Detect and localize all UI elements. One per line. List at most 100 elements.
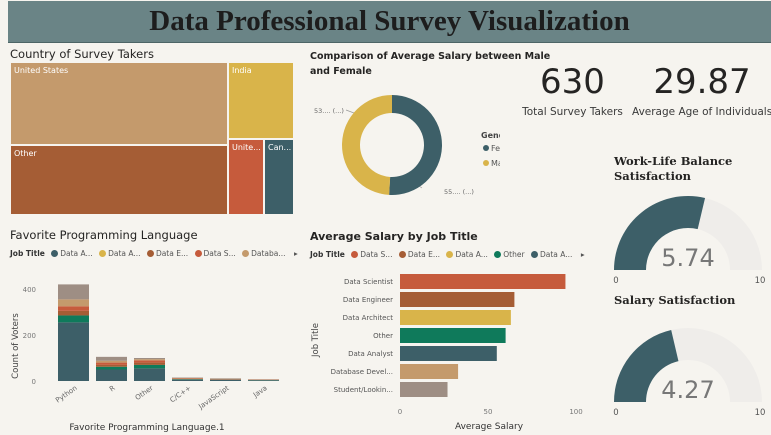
- legend-dot: [351, 251, 359, 258]
- legend-dot: [194, 250, 202, 257]
- lang-bar-segment[interactable]: [58, 322, 89, 381]
- lang-bar-segment[interactable]: [96, 366, 127, 370]
- gauge-worklife-title-line1: Work-Life Balance: [614, 154, 733, 168]
- lang-bar-segment[interactable]: [96, 356, 127, 361]
- gauge-min: 0: [613, 276, 618, 286]
- salary-by-job-chart[interactable]: Job Title Data Scientist Data Engineer Dat…: [305, 268, 600, 434]
- legend-dot: [99, 250, 107, 257]
- salary-bar[interactable]: [400, 310, 511, 325]
- tile-label: Can...: [268, 143, 292, 152]
- treemap-tile-united-kingdom[interactable]: Unite...: [228, 139, 264, 215]
- legend-item: Databa...: [251, 249, 286, 258]
- country-treemap[interactable]: United States India Other Unite... Can..…: [10, 62, 294, 215]
- lang-chart-ylabel: Count of Voters: [11, 313, 21, 379]
- kpi-total-survey-takers-label: Total Survey Takers: [522, 106, 623, 118]
- lang-bar-segment[interactable]: [134, 364, 165, 369]
- treemap-tile-india[interactable]: India: [228, 62, 294, 139]
- donut-legend-title: Gender: [481, 131, 500, 140]
- favorite-language-chart[interactable]: Count of Voters 0 200 400 Python R Other C/…: [6, 264, 296, 434]
- salary-bar[interactable]: [400, 346, 497, 361]
- treemap-tile-canada[interactable]: Can...: [264, 139, 294, 215]
- lang-bar-segment[interactable]: [96, 362, 127, 365]
- lang-bar-segment[interactable]: [58, 306, 89, 311]
- gauge-value: 4.27: [661, 376, 714, 404]
- gauge-worklife-title-line2: Satisfaction: [614, 169, 692, 183]
- lang-xtick-label: R: [108, 384, 117, 393]
- salary-xtick: 50: [484, 408, 493, 416]
- salary-ytick-label: Data Scientist: [344, 278, 393, 286]
- salary-bar[interactable]: [400, 274, 566, 289]
- salary-bar[interactable]: [400, 292, 515, 307]
- donut-title: Comparison of Average Salary between Mal…: [310, 49, 550, 79]
- legend-next-arrow[interactable]: ▸: [293, 249, 298, 258]
- legend-dot: [398, 251, 406, 258]
- donut-leader-left: [345, 109, 355, 114]
- gauge-value: 5.74: [661, 244, 714, 272]
- gauge-fill: [614, 329, 679, 402]
- tile-label: Unite...: [232, 143, 261, 152]
- gauge-min: 0: [613, 408, 618, 418]
- legend-dot: [446, 251, 454, 258]
- gender-salary-donut[interactable]: 53.... (...) 55.... (...) Gender Female …: [310, 90, 500, 205]
- salary-bar[interactable]: [400, 328, 506, 343]
- treemap-tile-other[interactable]: Other: [10, 145, 228, 215]
- gauge-fill: [614, 195, 706, 270]
- salary-chart-title: Average Salary by Job Title: [310, 230, 478, 243]
- tile-label: India: [232, 66, 252, 75]
- lang-xtick-label: Python: [54, 384, 78, 404]
- legend-dot: [51, 250, 59, 257]
- lang-chart-xlabel: Favorite Programming Language.1: [69, 423, 224, 433]
- donut-title-line2: and Female: [310, 66, 372, 77]
- lang-bar-segment[interactable]: [58, 315, 89, 323]
- treemap-tile-united-states[interactable]: United States: [10, 62, 228, 145]
- lang-bar-segment[interactable]: [96, 369, 127, 382]
- salary-ytick-label: Other: [373, 332, 393, 340]
- salary-ytick-label: Data Architect: [343, 314, 394, 322]
- dashboard-title: Data Professional Survey Visualization: [149, 5, 630, 37]
- salary-satisfaction-gauge[interactable]: 4.27 0 10: [606, 322, 770, 418]
- lang-bar-segment[interactable]: [248, 380, 279, 381]
- lang-chart-legend[interactable]: Job Title Data A... Data A... Data E... …: [10, 249, 298, 258]
- donut-slice-male[interactable]: [342, 95, 392, 195]
- legend-item: Data S...: [203, 249, 236, 258]
- gauge-salary-title: Salary Satisfaction: [614, 293, 736, 307]
- dashboard-header: Data Professional Survey Visualization: [8, 1, 771, 43]
- lang-ytick: 200: [23, 332, 36, 340]
- worklife-balance-gauge[interactable]: 5.74 0 10: [606, 190, 770, 286]
- legend-item: Data A...: [455, 250, 488, 259]
- lang-bar-segment[interactable]: [58, 310, 89, 316]
- salary-chart-xlabel: Average Salary: [455, 422, 524, 432]
- lang-bar-segment[interactable]: [134, 358, 165, 360]
- salary-ytick-label: Student/Lookin...: [334, 386, 393, 394]
- lang-bar-segment[interactable]: [58, 284, 89, 300]
- lang-bar-segment[interactable]: [96, 360, 127, 363]
- lang-bar-segment[interactable]: [134, 359, 165, 361]
- salary-ytick-label: Database Devel...: [331, 368, 393, 376]
- lang-bar-segment[interactable]: [134, 368, 165, 381]
- legend-next-arrow[interactable]: ▸: [580, 250, 585, 259]
- legend-item: Data A...: [539, 250, 573, 259]
- legend-dot: [494, 251, 502, 258]
- lang-bar-segment[interactable]: [58, 299, 89, 307]
- lang-bar-segment[interactable]: [96, 364, 127, 367]
- lang-bar-segment[interactable]: [210, 379, 241, 381]
- lang-xtick-label: Java: [251, 384, 269, 400]
- legend-female-dot: [483, 145, 489, 151]
- legend-dot: [146, 250, 154, 257]
- salary-bar[interactable]: [400, 364, 459, 379]
- salary-xtick: 100: [569, 408, 582, 416]
- lang-chart-title: Favorite Programming Language: [10, 228, 198, 242]
- lang-ytick: 0: [32, 378, 36, 386]
- lang-bar-segment[interactable]: [172, 379, 203, 381]
- lang-bar-segment[interactable]: [134, 362, 165, 365]
- kpi-total-survey-takers-value: 630: [540, 62, 605, 102]
- legend-female-label: Female: [491, 144, 500, 153]
- lang-xtick-label: JavaScript: [196, 384, 230, 411]
- salary-chart-legend[interactable]: Job Title Data S... Data E... Data A... …: [310, 250, 585, 259]
- salary-bar[interactable]: [400, 382, 448, 397]
- lang-bar-segment[interactable]: [134, 360, 165, 363]
- donut-label-male: 53.... (...): [314, 107, 344, 115]
- legend-item: Data S...: [360, 250, 393, 259]
- donut-title-line1: Comparison of Average Salary between Mal…: [310, 51, 551, 62]
- donut-slice-female[interactable]: [389, 95, 443, 195]
